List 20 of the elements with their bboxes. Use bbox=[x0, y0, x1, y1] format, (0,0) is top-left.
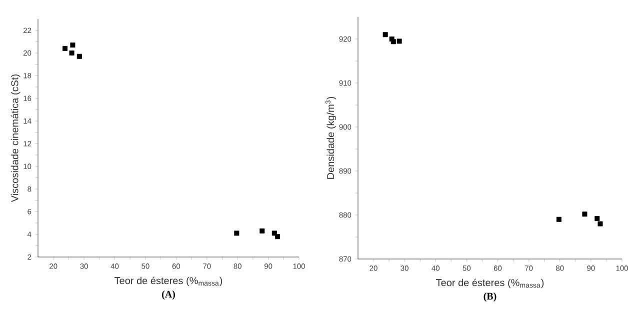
point bbox=[76, 54, 82, 59]
point bbox=[70, 42, 76, 48]
y-axis-title: Densidade (kg/m$^{3}$) bbox=[326, 96, 336, 179]
x-axis-title: Teor de ésteres (%$_{massa}$) bbox=[436, 278, 544, 288]
point bbox=[69, 50, 74, 56]
y-axis-title: Viscosidade cinemática (cSt) bbox=[10, 74, 20, 202]
point bbox=[234, 230, 240, 236]
point bbox=[382, 32, 388, 38]
point bbox=[582, 212, 588, 217]
point bbox=[275, 234, 280, 240]
point bbox=[594, 216, 600, 222]
point bbox=[260, 228, 265, 234]
text: (A) bbox=[162, 290, 175, 300]
point bbox=[396, 38, 402, 44]
text: (B) bbox=[484, 292, 496, 302]
point bbox=[390, 39, 396, 44]
point bbox=[598, 221, 603, 226]
point bbox=[62, 46, 68, 51]
x-axis-title: Teor de ésteres (%$_{massa}$) bbox=[114, 276, 222, 286]
point bbox=[556, 216, 562, 222]
